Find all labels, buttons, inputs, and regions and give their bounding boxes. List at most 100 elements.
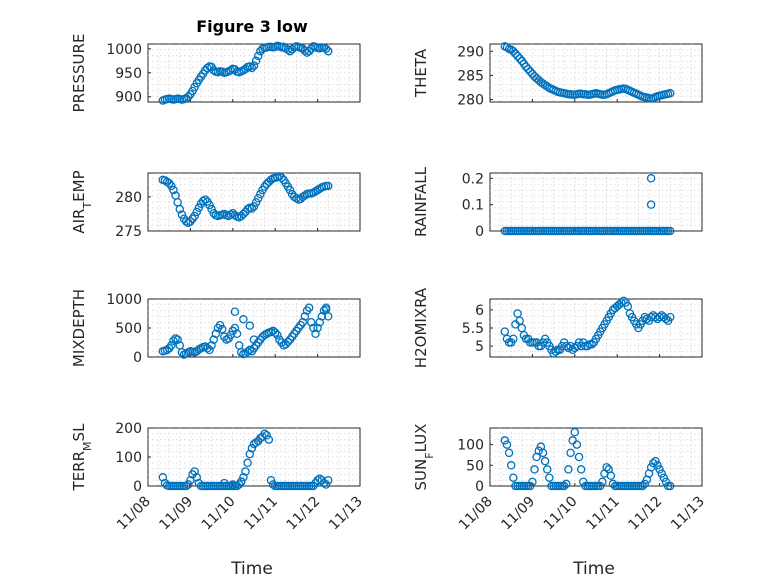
data-point: [241, 64, 250, 74]
panel-6: 5 5.5 6 H2OMIXRA: [412, 287, 703, 368]
data-point: [230, 211, 240, 220]
data-point: [239, 473, 248, 482]
data-point: [169, 336, 178, 346]
x-axis-label-left: Time: [230, 559, 273, 579]
data-point: [220, 478, 229, 488]
data-point: [576, 465, 586, 474]
data-point: [665, 89, 675, 98]
data-point: [659, 473, 669, 482]
data-point: [526, 481, 535, 491]
data-point: [574, 452, 584, 462]
panel-7-ytick-label: 100: [115, 450, 142, 466]
data-point: [504, 448, 514, 458]
data-point: [502, 440, 512, 449]
figure-title: Figure 3 low: [196, 17, 308, 36]
data-point: [192, 346, 202, 356]
data-point: [243, 347, 252, 357]
data-point: [545, 473, 554, 482]
data-point: [559, 481, 569, 491]
data-point: [595, 481, 605, 491]
data-point: [319, 478, 329, 488]
data-point: [661, 314, 671, 324]
data-point: [315, 317, 324, 327]
data-point: [528, 477, 537, 487]
data-point: [209, 335, 218, 344]
data-point: [540, 456, 550, 466]
panel-6-ytick-label: 6: [475, 303, 484, 319]
data-point: [598, 477, 607, 487]
panel-4-ylabel: RAINFALL: [412, 166, 430, 237]
data-point: [311, 329, 320, 339]
panel-8-xtick-label: 11/08: [456, 494, 496, 534]
panel-3-ylabel: AIRTEMP: [70, 170, 94, 233]
panel-4-ytick-label: 0: [475, 224, 484, 240]
data-point: [655, 465, 664, 474]
data-point: [249, 202, 259, 211]
data-point: [298, 317, 308, 327]
data-point: [228, 480, 238, 489]
data-point: [564, 343, 573, 353]
data-point: [298, 192, 308, 202]
panel-6-series: [500, 296, 675, 358]
data-point: [220, 209, 229, 219]
data-point: [158, 473, 168, 482]
data-point: [521, 62, 531, 71]
data-point: [509, 473, 518, 482]
data-point: [648, 458, 658, 468]
data-point: [530, 465, 539, 474]
data-point: [239, 209, 248, 219]
data-point: [270, 328, 280, 337]
data-point: [281, 44, 291, 53]
panel-1-series: [158, 41, 333, 105]
data-point: [640, 479, 650, 489]
data-point: [247, 63, 257, 73]
panel-1-ytick-label: 900: [115, 90, 142, 106]
panel-6-grid: [490, 299, 702, 357]
panel-1-grid: [148, 44, 360, 102]
data-point: [526, 67, 535, 76]
data-point: [515, 54, 524, 63]
data-point: [311, 187, 320, 196]
data-point: [323, 475, 333, 485]
data-point: [279, 42, 288, 52]
data-point: [258, 332, 267, 341]
data-point: [323, 46, 333, 56]
data-point: [321, 480, 331, 489]
data-point: [570, 427, 580, 437]
data-point: [536, 77, 546, 87]
panel-6-ytick-label: 5: [475, 339, 484, 355]
data-point: [194, 203, 204, 213]
data-point: [283, 337, 293, 347]
data-point: [606, 471, 616, 480]
panel-8-xtick-label: 11/11: [583, 494, 623, 534]
data-point: [207, 341, 216, 350]
data-point: [309, 188, 318, 198]
panel-5-ylabel: MIXDEPTH: [70, 289, 88, 367]
panel-8-series: [500, 427, 675, 491]
data-point: [500, 436, 510, 445]
data-point: [253, 51, 263, 61]
data-point: [198, 196, 208, 206]
panel-7-ylabel: TERRMSL: [70, 423, 94, 492]
panel-4: 0 0.1 0.2 RAINFALL: [412, 166, 703, 240]
data-point: [306, 44, 316, 54]
panel-8-ylabel: SUNFLUX: [412, 424, 436, 491]
data-point: [249, 61, 259, 70]
panel-3-grid: [148, 173, 360, 231]
panel-8-ytick-label: 50: [466, 458, 484, 474]
data-point: [253, 193, 263, 203]
panel-5: 0 500 1000 MIXDEPTH: [70, 289, 361, 367]
data-point: [175, 204, 185, 214]
panel-1-ytick-label: 1000: [106, 42, 142, 58]
data-point: [317, 312, 327, 321]
data-point: [217, 324, 227, 334]
data-point: [540, 80, 550, 90]
data-point: [300, 312, 310, 321]
data-point: [245, 62, 255, 71]
data-point: [209, 66, 218, 75]
data-point: [200, 195, 210, 204]
panel-2-ytick-label: 280: [457, 93, 484, 109]
data-point: [566, 448, 575, 458]
panel-4-ytick-label: 0.1: [462, 198, 484, 214]
